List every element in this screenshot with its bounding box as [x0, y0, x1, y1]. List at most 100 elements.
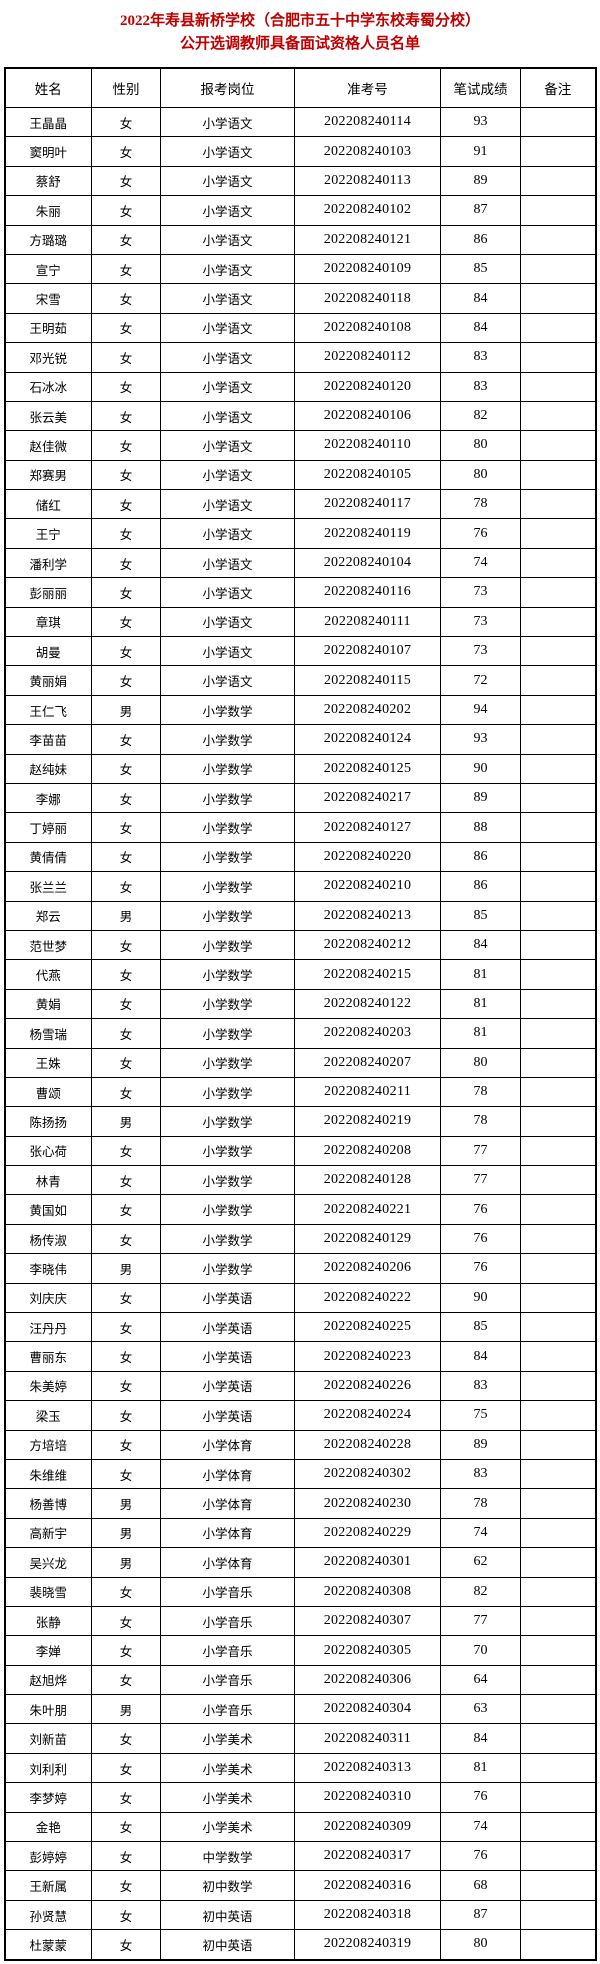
cell-remark [520, 430, 596, 461]
cell-ticket: 202208240301 [294, 1547, 441, 1578]
cell-remark [520, 1488, 596, 1519]
cell-position: 小学美术 [160, 1752, 295, 1784]
cell-ticket: 202208240226 [294, 1370, 441, 1402]
cell-ticket: 202208240111 [294, 606, 441, 638]
cell-name: 吴兴龙 [4, 1547, 92, 1578]
cell-position: 小学语文 [160, 489, 295, 520]
cell-ticket: 202208240121 [294, 224, 441, 255]
cell-ticket: 202208240220 [294, 841, 441, 873]
cell-score: 83 [440, 1370, 521, 1402]
cell-gender: 女 [91, 724, 161, 755]
page-title-line2: 公开选调教师具备面试资格人员名单 [179, 36, 420, 52]
cell-position: 小学数学 [160, 1106, 295, 1137]
cell-remark [520, 224, 596, 255]
cell-ticket: 202208240230 [294, 1488, 441, 1519]
cell-position: 小学数学 [160, 1018, 295, 1049]
cell-score: 90 [440, 753, 521, 784]
cell-name: 王仁飞 [4, 694, 92, 726]
cell-ticket: 202208240319 [294, 1929, 441, 1961]
table-row: 刘庆庆女小学英语 202208240222 90 [4, 1282, 596, 1314]
cell-remark [520, 665, 596, 696]
cell-score: 73 [440, 577, 521, 608]
cell-score: 89 [440, 782, 521, 814]
cell-position: 小学数学 [160, 753, 295, 784]
table-row: 曹丽东女小学英语 202208240223 84 [4, 1341, 596, 1372]
cell-score: 76 [440, 1782, 521, 1813]
cell-ticket: 202208240211 [294, 1076, 441, 1108]
cell-ticket: 202208240206 [294, 1253, 441, 1284]
cell-position: 小学英语 [160, 1400, 295, 1431]
cell-ticket: 202208240212 [294, 929, 441, 961]
cell-score: 76 [440, 1194, 521, 1225]
cell-score: 85 [440, 900, 521, 931]
cell-position: 小学语文 [160, 253, 295, 285]
table-row: 高新宇男小学体育 202208240229 74 [4, 1517, 596, 1549]
cell-ticket: 202208240306 [294, 1664, 441, 1696]
cell-name: 方培培 [4, 1429, 92, 1460]
cell-score: 82 [440, 400, 521, 432]
cell-position: 小学英语 [160, 1282, 295, 1314]
cell-position: 初中数学 [160, 1870, 295, 1901]
cell-remark [520, 1841, 596, 1872]
cell-gender: 女 [91, 1312, 161, 1343]
cell-position: 小学音乐 [160, 1694, 295, 1725]
cell-gender: 女 [91, 1605, 161, 1637]
cell-position: 小学体育 [160, 1547, 295, 1578]
cell-score: 72 [440, 665, 521, 696]
cell-name: 张兰兰 [4, 871, 92, 902]
cell-name: 李梦婷 [4, 1782, 92, 1813]
cell-gender: 女 [91, 312, 161, 344]
cell-name: 郑云 [4, 900, 92, 931]
cell-remark [520, 1458, 596, 1490]
cell-score: 93 [440, 724, 521, 755]
header-position: 报考岗位 [160, 67, 295, 108]
cell-gender: 女 [91, 1282, 161, 1314]
table-header: 姓名 性别 报考岗位 准考号 笔试成绩 备注 [4, 67, 596, 108]
cell-score: 78 [440, 1106, 521, 1137]
cell-position: 小学英语 [160, 1312, 295, 1343]
cell-position: 小学语文 [160, 459, 295, 491]
cell-name: 杨传淑 [4, 1223, 92, 1255]
cell-remark [520, 1929, 596, 1961]
cell-position: 小学语文 [160, 577, 295, 608]
cell-name: 王姝 [4, 1047, 92, 1078]
cell-ticket: 202208240224 [294, 1400, 441, 1431]
table-row: 裴晓雪女小学音乐 202208240308 82 [4, 1576, 596, 1607]
cell-ticket: 202208240115 [294, 665, 441, 696]
cell-remark [520, 1223, 596, 1255]
cell-remark [520, 1400, 596, 1431]
table-row: 杨雪瑞女小学数学 202208240203 81 [4, 1018, 596, 1049]
cell-remark [520, 1517, 596, 1549]
cell-name: 潘利学 [4, 547, 92, 579]
cell-position: 小学语文 [160, 342, 295, 373]
cell-name: 窦明叶 [4, 136, 92, 167]
cell-remark [520, 636, 596, 667]
table-row: 王明茹女小学语文 202208240108 84 [4, 312, 596, 344]
table-row: 黄娟女小学数学 202208240122 81 [4, 988, 596, 1020]
cell-remark [520, 1312, 596, 1343]
cell-position: 小学数学 [160, 929, 295, 961]
cell-ticket: 202208240104 [294, 547, 441, 579]
cell-gender: 女 [91, 1576, 161, 1607]
cell-remark [520, 694, 596, 726]
table-row: 李苗苗女小学数学 202208240124 93 [4, 724, 596, 755]
cell-score: 83 [440, 371, 521, 402]
cell-gender: 女 [91, 1723, 161, 1754]
cell-position: 小学数学 [160, 1135, 295, 1167]
cell-position: 小学数学 [160, 694, 295, 726]
cell-remark [520, 312, 596, 344]
cell-ticket: 202208240208 [294, 1135, 441, 1167]
cell-remark [520, 106, 596, 138]
cell-score: 81 [440, 959, 521, 990]
cell-remark [520, 1341, 596, 1372]
table-row: 王新属女初中数学 202208240316 68 [4, 1870, 596, 1901]
cell-name: 王新属 [4, 1870, 92, 1901]
cell-remark [520, 1370, 596, 1402]
cell-score: 86 [440, 841, 521, 873]
table-row: 李娜女小学数学 202208240217 89 [4, 782, 596, 814]
cell-ticket: 202208240317 [294, 1841, 441, 1872]
cell-ticket: 202208240203 [294, 1018, 441, 1049]
cell-score: 83 [440, 342, 521, 373]
header-name: 姓名 [4, 67, 92, 108]
table-row: 吴兴龙男小学体育 202208240301 62 [4, 1547, 596, 1578]
